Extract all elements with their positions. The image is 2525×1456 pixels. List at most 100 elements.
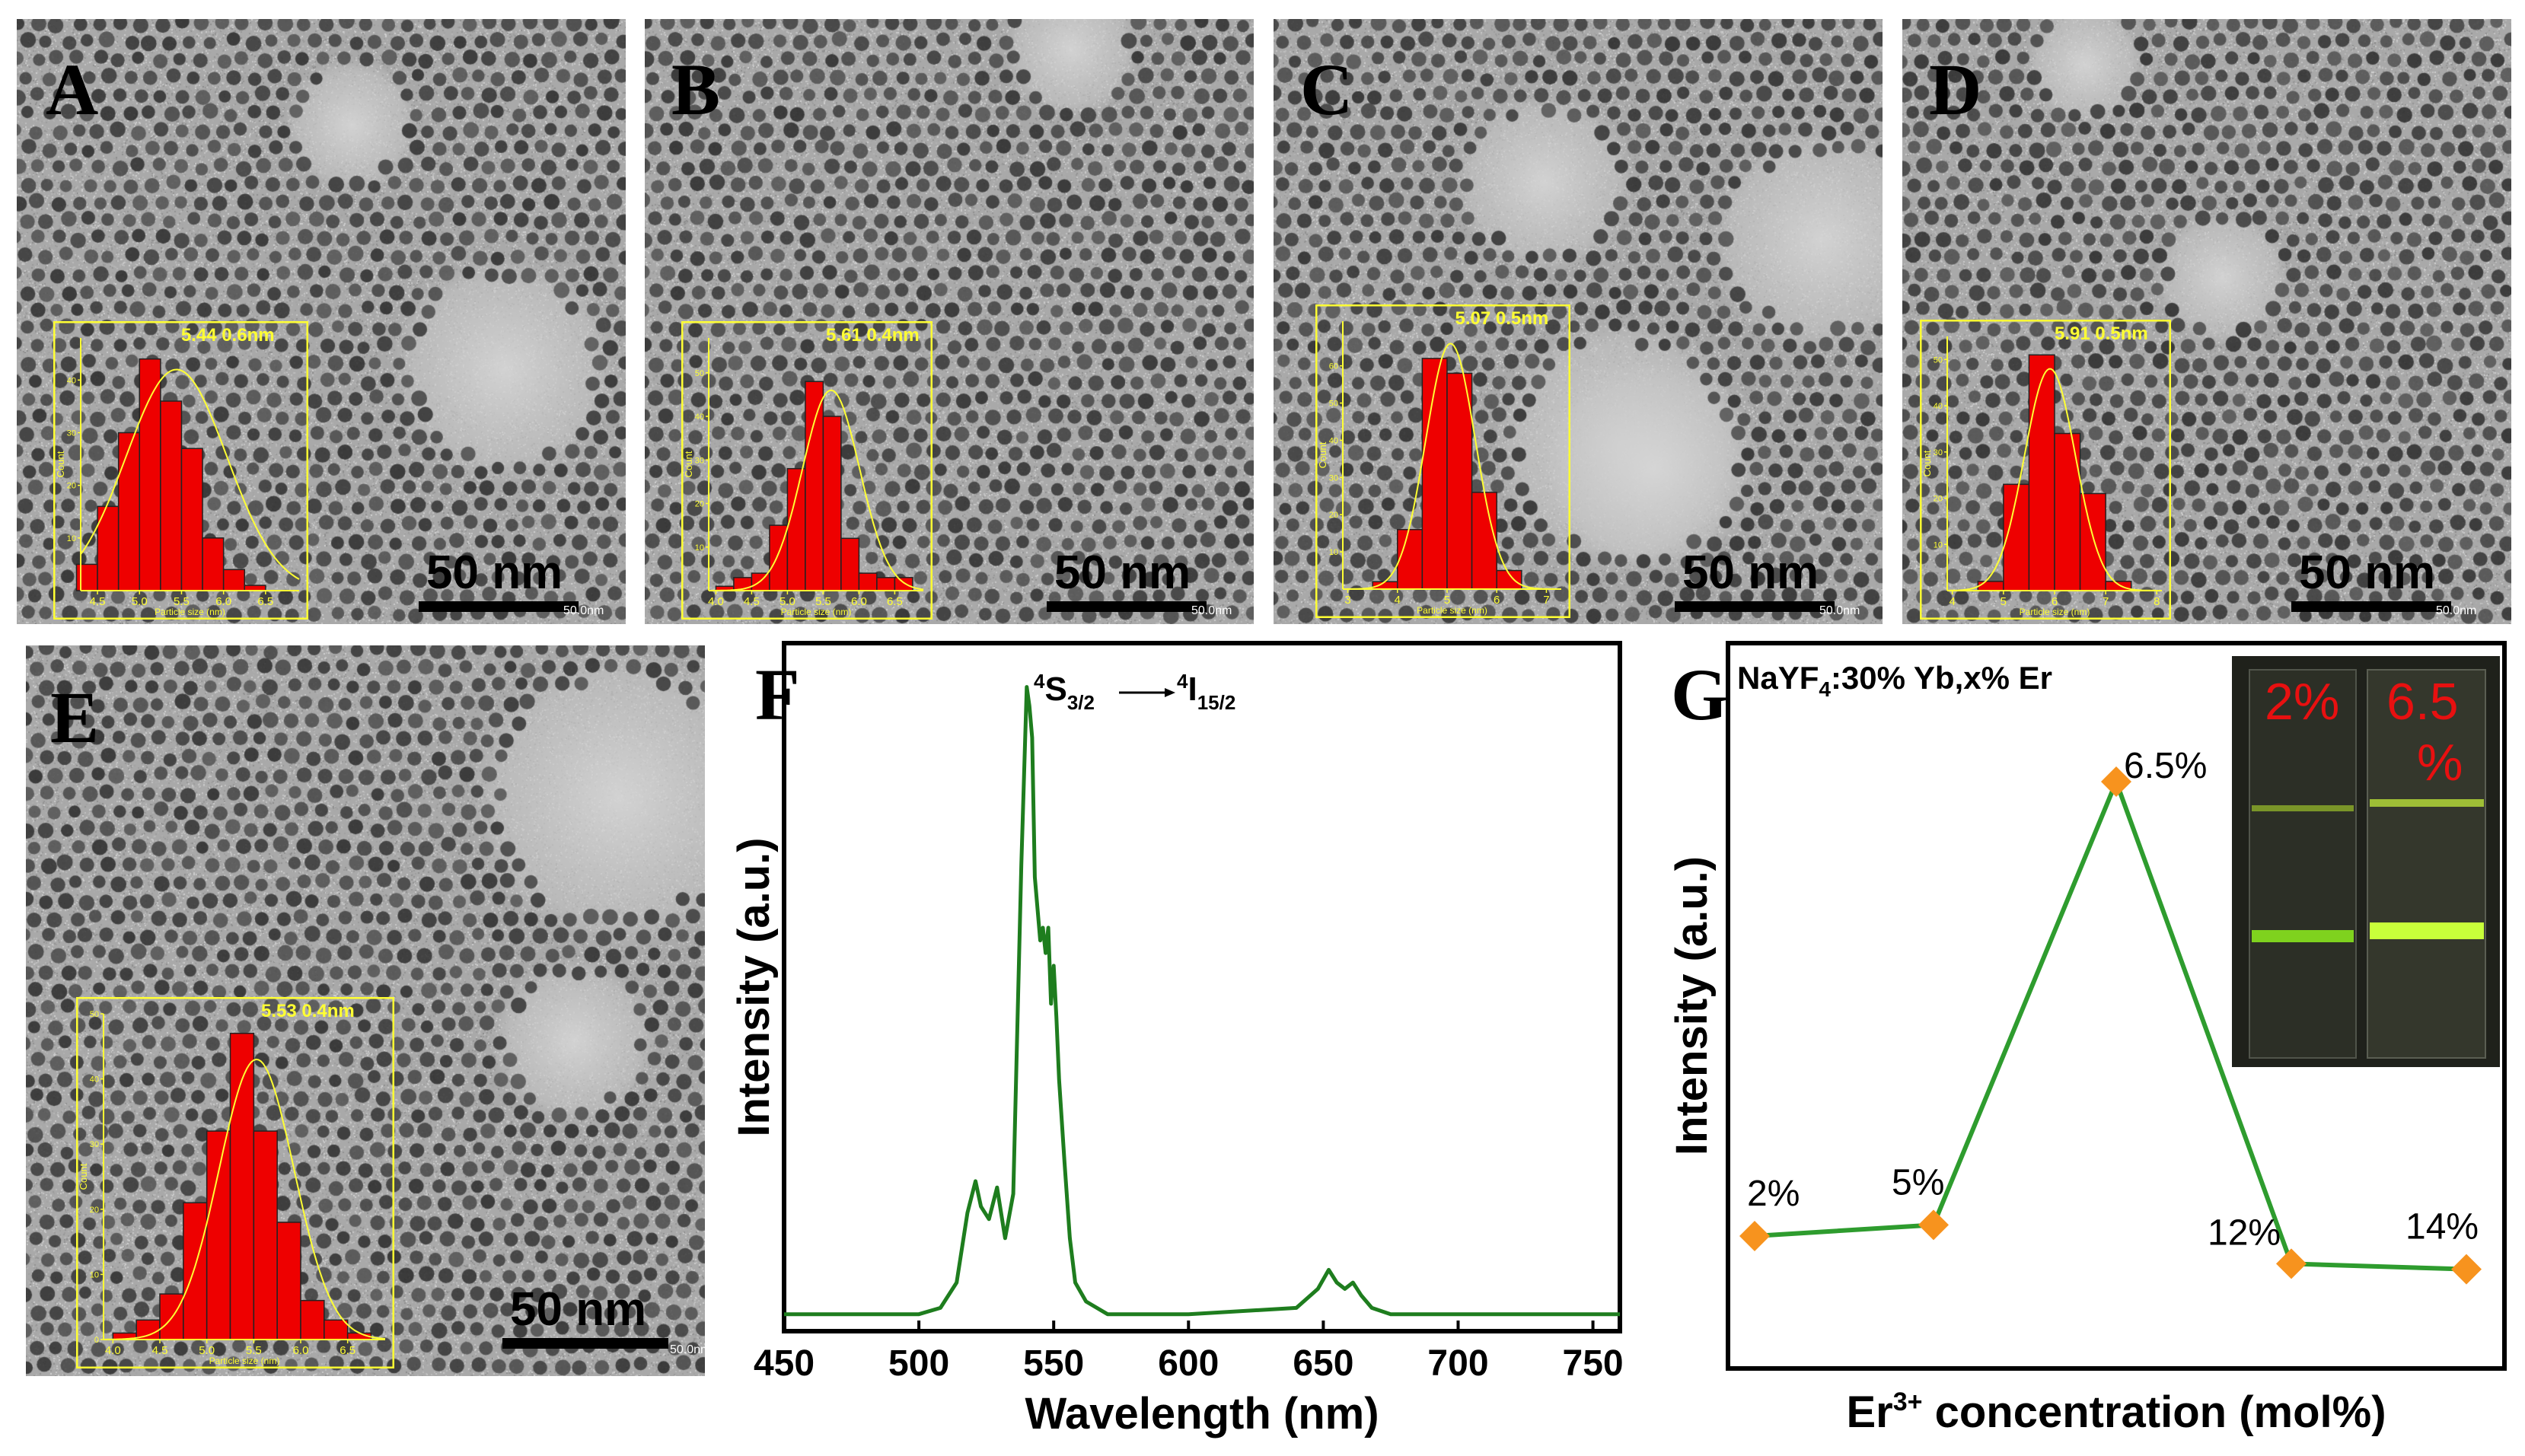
emission-band-right: [2370, 922, 2484, 939]
histogram-x-tick-label: 4.0: [105, 1344, 121, 1357]
histogram-bar: [300, 1299, 325, 1340]
emission-spectrum-chart: 450 500 550 600 650 700 750 Wavelength (nm) Inte…: [731, 641, 1624, 1438]
histogram-bar: [75, 563, 98, 591]
data-point-marker: [2451, 1254, 2482, 1285]
histogram-bar: [202, 537, 225, 591]
histogram-y-tick-label: 30: [67, 429, 76, 438]
scale-label-b: 50 nm: [1054, 546, 1191, 599]
histogram-x-label: Particle size (nm): [1417, 605, 1487, 616]
histogram-x-tick-label: 4.0: [708, 595, 724, 608]
histogram-x-tick-label: 5.5: [174, 595, 190, 608]
histogram-y-tick-label: 40: [695, 413, 704, 422]
emission-band-left: [2252, 930, 2354, 942]
transition-from-label: 4S3/2: [1034, 670, 1095, 714]
histogram-c: 3 4 5 6 7 10 20 30 40 50 60 Particle size (nm) Count…: [1315, 304, 1570, 618]
histogram-bar: [786, 467, 806, 591]
plot-f-x-tick-label: 650: [1293, 1343, 1353, 1384]
histogram-y-tick-label: 10: [67, 534, 76, 543]
histogram-y-tick-label: 40: [90, 1075, 99, 1085]
histogram-y-tick-label: 20: [1934, 495, 1943, 504]
histogram-bar: [180, 448, 203, 591]
histogram-bar: [876, 577, 896, 591]
plot-g-y-label: Intensity (a.u.): [1667, 856, 1717, 1155]
histogram-y-tick-label: 10: [1329, 548, 1338, 557]
histogram-x-tick-label: 6.5: [257, 595, 273, 608]
data-point-label: 5%: [1892, 1162, 1944, 1203]
scale-bar-e: [502, 1338, 668, 1349]
data-point-label: 6.5%: [2124, 746, 2207, 786]
tem-image-c: [1274, 19, 1883, 624]
histogram-x-tick-label: 5.0: [779, 595, 795, 608]
histogram-x-tick-label: 5.5: [815, 595, 831, 608]
histogram-x-tick-label: 5.0: [132, 595, 148, 608]
data-point-label: 14%: [2405, 1207, 2479, 1247]
histogram-y-tick-label: 10: [1934, 540, 1943, 550]
histogram-bar: [97, 505, 120, 591]
histogram-bar: [253, 1130, 278, 1340]
histogram-bar: [229, 1032, 255, 1340]
histogram-x-tick-label: 5.5: [246, 1344, 262, 1357]
transition-to-label: 4I15/2: [1177, 670, 1235, 714]
inset-label-percent: %: [2417, 734, 2463, 792]
scale-label-d: 50 nm: [2299, 546, 2436, 599]
histogram-x-label: Particle size (nm): [209, 1356, 280, 1366]
histogram-x-tick-label: 5: [2001, 595, 2007, 608]
histogram-x-tick-label: 5: [1444, 594, 1450, 607]
histogram-x-tick-label: 6: [1494, 594, 1500, 607]
histogram-bar: [1397, 529, 1424, 590]
histogram-bar: [276, 1222, 301, 1340]
histogram-bar: [805, 381, 824, 591]
panel-label-g: G: [1671, 654, 1728, 735]
histogram-b: 4.0 4.5 5.0 5.5 6.0 6.5 10 20 30 40 50 Particle siz…: [681, 321, 933, 620]
plot-g-title: NaYF4:30% Yb,x% Er: [1737, 660, 2052, 701]
gaussian-fit-line: [104, 1058, 386, 1340]
mean-size-annotation: 5.91 0.5nm: [2055, 323, 2148, 344]
histogram-x-tick-label: 3: [1344, 594, 1350, 607]
histogram-bar: [183, 1202, 208, 1340]
cuvette-right: [2367, 669, 2486, 1059]
histogram-y-tick-label: 40: [67, 376, 76, 385]
histogram-bar: [2105, 581, 2132, 591]
histogram-x-tick-label: 6.5: [340, 1344, 355, 1357]
plot-f-frame: [782, 641, 1622, 1333]
histogram-y-tick-label: 40: [1329, 436, 1338, 445]
histogram-x-tick-label: 8: [2154, 595, 2160, 608]
mean-size-annotation: 5.07 0.5nm: [1455, 308, 1549, 329]
histogram-y-label: Count: [683, 451, 694, 477]
plot-f-x-tick-label: 550: [1023, 1343, 1084, 1384]
histogram-bar: [222, 569, 245, 591]
histogram-bar: [2079, 492, 2106, 591]
plot-f-x-tick-label: 700: [1427, 1343, 1488, 1384]
plot-f-x-tick-label: 450: [754, 1343, 815, 1384]
histogram-bar: [2028, 354, 2055, 591]
inset-label-6-5: 6.5: [2386, 673, 2459, 731]
histogram-e: 4.0 4.5 5.0 5.5 6.0 6.5 0 10 20 30 40 50 Particle si…: [76, 997, 394, 1368]
histogram-frame: [53, 321, 308, 620]
histogram-x-tick-label: 4.5: [90, 595, 106, 608]
histogram-x-tick-label: 7: [2103, 595, 2109, 608]
histogram-y-tick-label: 20: [695, 500, 704, 509]
histogram-bar: [1372, 581, 1398, 590]
data-point-marker: [2101, 766, 2131, 797]
histogram-y-tick-label: 10: [695, 543, 704, 553]
plot-f-x-tick-label: 500: [888, 1343, 949, 1384]
plot-g-frame: [1726, 641, 2507, 1371]
histogram-x-label: Particle size (nm): [2020, 607, 2090, 617]
tem-image-e: [26, 645, 705, 1376]
histogram-bar: [117, 432, 141, 591]
plot-f-y-label: Intensity (a.u.): [731, 837, 779, 1136]
histogram-x-tick-label: 6.0: [851, 595, 867, 608]
histogram-x-label: Particle size (nm): [781, 607, 852, 617]
histogram-bar: [822, 416, 842, 591]
histogram-x-tick-label: 4: [1950, 595, 1956, 608]
histogram-x-label: Particle size (nm): [155, 607, 225, 617]
histogram-y-label: Count: [55, 451, 66, 477]
tem-E-texture: [26, 645, 705, 1376]
histogram-bar: [1471, 492, 1497, 590]
histogram-y-tick-label: 10: [90, 1270, 99, 1279]
histogram-frame: [1315, 304, 1570, 618]
emission-spectrum-line: [784, 685, 1620, 1317]
transition-arrowhead: [1165, 688, 1175, 697]
data-point-label: 12%: [2208, 1212, 2281, 1253]
histogram-y-tick-label: 20: [67, 482, 76, 491]
